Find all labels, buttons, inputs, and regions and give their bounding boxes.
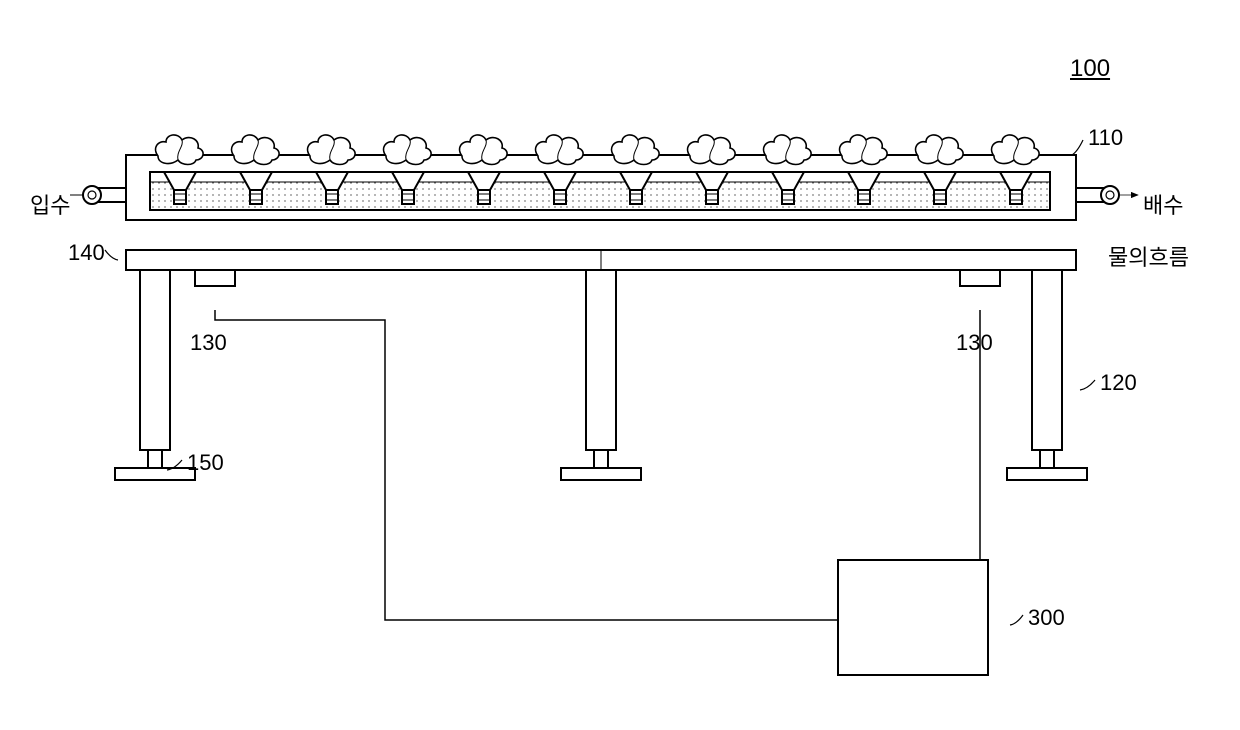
label-bar: 140 <box>68 240 105 266</box>
diagram-root <box>70 135 1138 675</box>
label-foot: 150 <box>187 450 224 476</box>
label-flow: 물의흐름 <box>1108 240 1189 272</box>
label-sensor-right: 130 <box>956 330 993 356</box>
label-controller: 300 <box>1028 605 1065 631</box>
label-leg: 120 <box>1100 370 1137 396</box>
label-assembly: 100 <box>1070 55 1110 83</box>
label-sensor-left: 130 <box>190 330 227 356</box>
label-outlet: 배수 <box>1143 188 1183 220</box>
label-tray: 110 <box>1088 125 1123 151</box>
label-inlet: 입수 <box>30 188 70 220</box>
